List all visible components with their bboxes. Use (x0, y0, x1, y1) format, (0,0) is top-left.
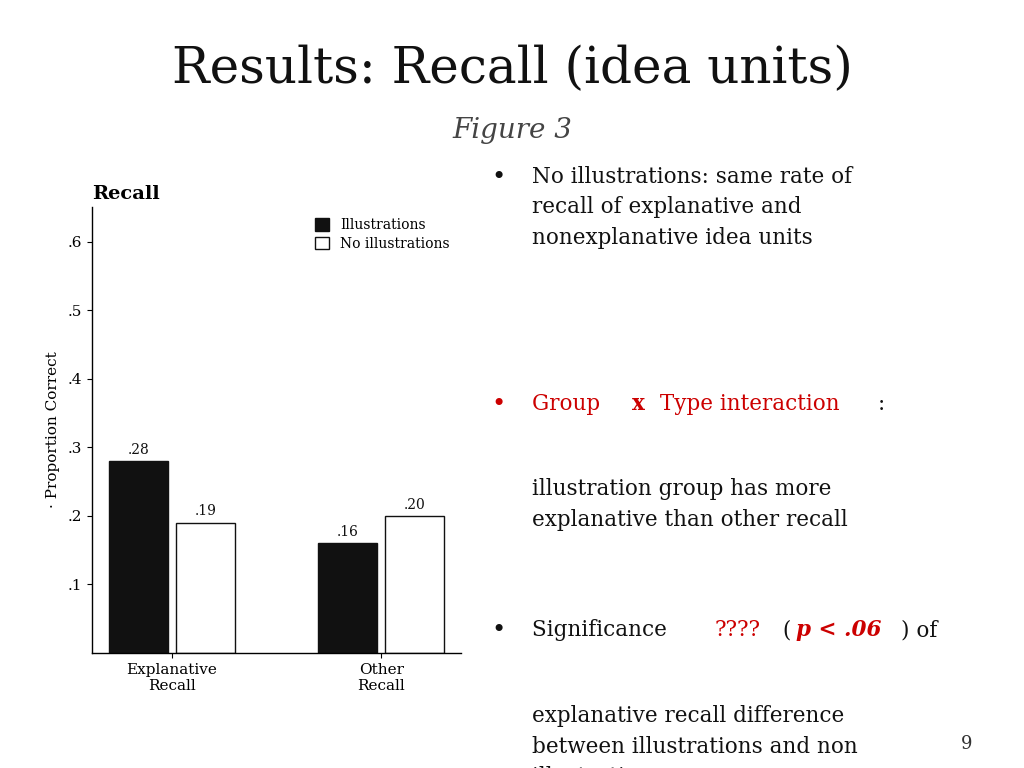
Text: •: • (492, 619, 506, 642)
Bar (318, 543, 377, 653)
Bar (109, 461, 168, 653)
Text: (: ( (776, 619, 791, 641)
Text: •: • (492, 166, 506, 189)
Legend: Illustrations, No illustrations: Illustrations, No illustrations (311, 214, 454, 255)
Text: x: x (632, 392, 645, 415)
Text: :: : (878, 392, 886, 415)
Text: •: • (492, 392, 506, 415)
Text: Recall: Recall (92, 185, 160, 203)
Y-axis label: · Proportion Correct: · Proportion Correct (46, 352, 59, 508)
Text: Type interaction: Type interaction (653, 392, 840, 415)
Text: .20: .20 (403, 498, 426, 511)
Text: .19: .19 (195, 505, 216, 518)
Bar (176, 522, 234, 653)
Text: Results: Recall (idea units): Results: Recall (idea units) (172, 45, 852, 94)
Bar (385, 516, 444, 653)
Text: ????: ???? (715, 619, 760, 641)
Text: No illustrations: same rate of
recall of explanative and
nonexplanative idea uni: No illustrations: same rate of recall of… (532, 166, 853, 249)
Text: explanative recall difference
between illustrations and non
illustrations group: explanative recall difference between il… (532, 705, 858, 768)
Text: Significance: Significance (532, 619, 674, 641)
Text: Figure 3: Figure 3 (452, 117, 572, 144)
Text: 9: 9 (962, 735, 973, 753)
Text: Group: Group (532, 392, 607, 415)
Text: p < .06: p < .06 (797, 619, 882, 641)
Text: ) of: ) of (901, 619, 938, 641)
Text: illustration group has more
explanative than other recall: illustration group has more explanative … (532, 478, 848, 531)
Text: .28: .28 (127, 443, 150, 457)
Text: .16: .16 (337, 525, 358, 539)
